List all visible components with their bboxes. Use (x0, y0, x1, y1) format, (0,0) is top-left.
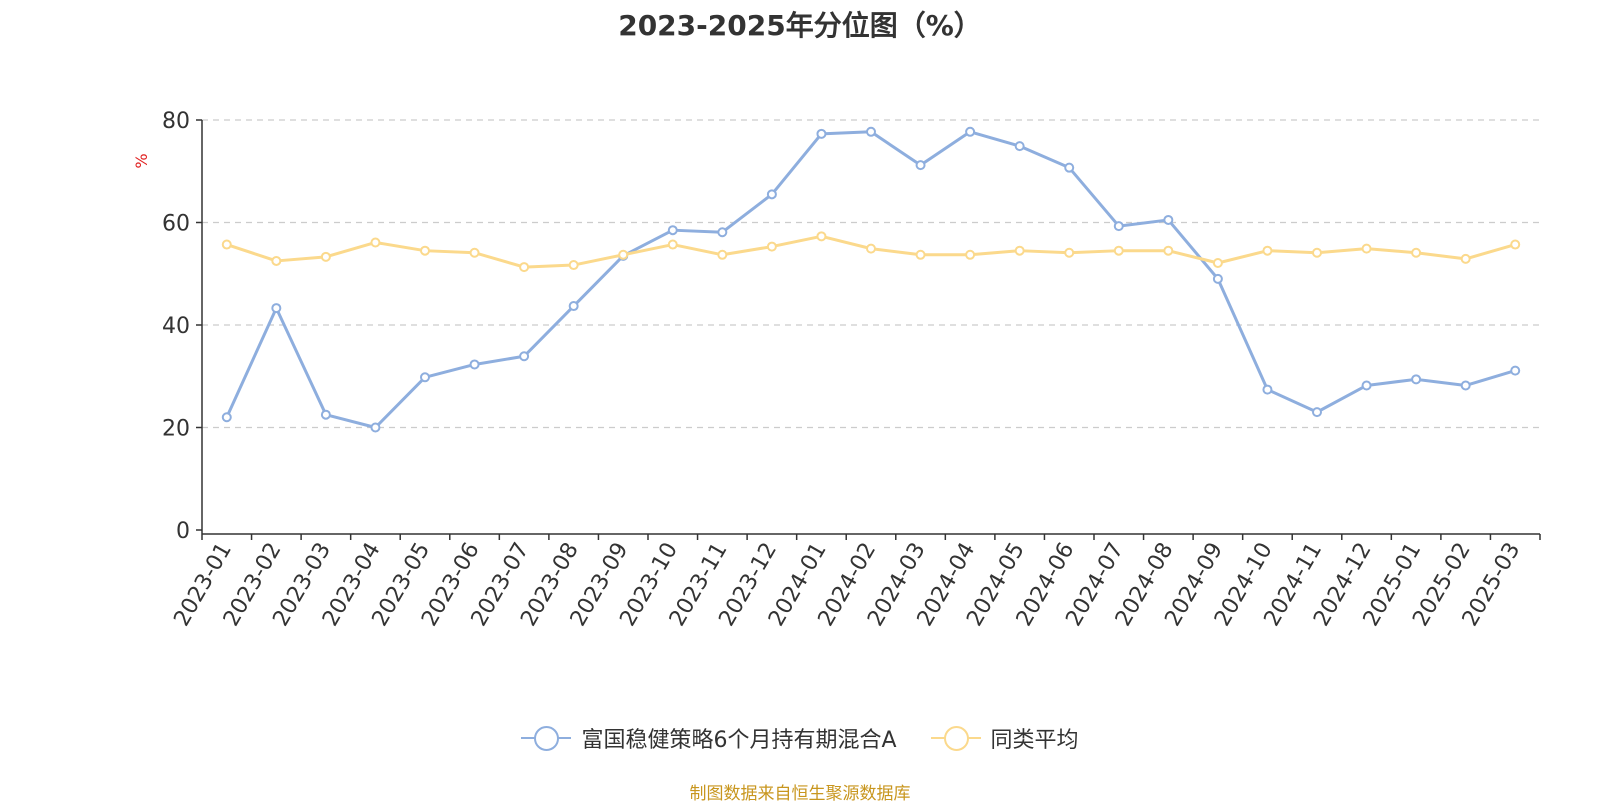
y-tick-label: 20 (162, 417, 190, 442)
series-1-point (1163, 245, 1174, 256)
series-1-point (320, 251, 331, 262)
y-tick-label: 80 (162, 109, 190, 134)
source-note: 制图数据来自恒生聚源数据库 (689, 784, 911, 804)
series-0-point (469, 359, 480, 370)
series-0-point (1262, 384, 1273, 395)
series-1-point (370, 237, 381, 248)
legend-marker-peer-average-icon (930, 724, 981, 752)
series-0-point (519, 351, 530, 362)
series-1-point (915, 249, 926, 260)
series-0-point (1460, 380, 1471, 391)
series-1-point (1113, 245, 1124, 256)
series-0-point (965, 126, 976, 137)
y-axis-label: % (132, 153, 151, 168)
series-1-point (1460, 253, 1471, 264)
series-0-point (1113, 221, 1124, 232)
series-0-point (766, 189, 777, 200)
series-0-point (915, 160, 926, 171)
legend[interactable]: 富国稳健策略6个月持有期混合A 同类平均 (0, 722, 1600, 754)
legend-item-peer-average[interactable]: 同类平均 (930, 722, 1079, 754)
chart-title: 2023-2025年分位图（%） (618, 9, 982, 42)
series-1-point (420, 245, 430, 256)
series-0-point (1312, 407, 1322, 418)
legend-label-peer-average: 同类平均 (990, 728, 1079, 753)
series-line-0 (225, 130, 1516, 429)
series-0-point (370, 422, 381, 433)
series-0-point (1510, 365, 1521, 376)
y-tick-label: 40 (162, 314, 190, 339)
series-1-point (866, 243, 876, 254)
series-0-point (271, 303, 282, 314)
series-1-point (766, 241, 777, 252)
series-1-point (568, 260, 579, 271)
series-0-point (320, 409, 331, 420)
series-1-point (816, 231, 827, 242)
series-1-point (1361, 243, 1372, 254)
series-1-point (1014, 245, 1025, 256)
series-0-point (1212, 273, 1223, 284)
series-1-point (618, 249, 629, 260)
y-tick-label: 0 (176, 519, 190, 544)
series-0-point (866, 126, 876, 137)
y-tick-label: 60 (162, 212, 190, 237)
series-1-point (469, 247, 480, 258)
series-0-point (1361, 380, 1372, 391)
series-1-point (965, 249, 976, 260)
series-1-point (1312, 247, 1322, 258)
series-0-point (1411, 374, 1422, 385)
series-1-point (271, 255, 282, 266)
series-1-point (667, 239, 678, 250)
series-0-point (717, 227, 728, 238)
series-1-point (717, 249, 728, 260)
series-1-point (1064, 247, 1075, 258)
series-0-point (816, 128, 827, 139)
series-0-point (1163, 214, 1174, 225)
series-1-point (1262, 245, 1273, 256)
series-0-point (1014, 141, 1025, 152)
legend-marker-fund-icon (521, 724, 572, 752)
series-0-point (221, 412, 232, 423)
legend-item-fund[interactable]: 富国稳健策略6个月持有期混合A (521, 722, 897, 754)
series-1-point (1510, 239, 1521, 250)
legend-label-fund: 富国稳健策略6个月持有期混合A (581, 728, 897, 753)
series-1-point (519, 262, 530, 273)
series-1-point (1212, 257, 1223, 268)
series-0-point (420, 372, 430, 383)
series-0-point (568, 301, 579, 312)
series-0-point (667, 225, 678, 236)
series-1-point (221, 239, 232, 250)
series-0-point (1064, 162, 1075, 173)
series-1-point (1411, 247, 1422, 258)
